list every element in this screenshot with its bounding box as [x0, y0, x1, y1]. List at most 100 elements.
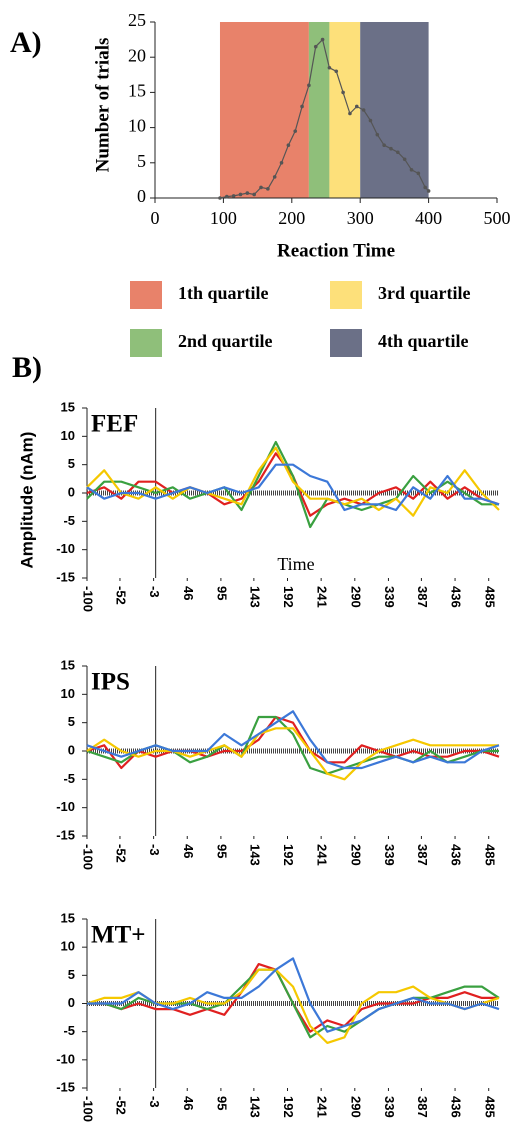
x-tick-label: -52	[114, 844, 129, 863]
point	[218, 196, 222, 200]
series-line	[86, 715, 500, 770]
x-tick-label: 339	[382, 844, 397, 866]
point	[354, 104, 359, 109]
point	[361, 108, 366, 112]
y-tick-label: -15	[56, 1079, 75, 1094]
point	[348, 111, 352, 116]
panel-title: IPS	[91, 669, 130, 696]
point	[426, 189, 431, 193]
y-tick-label: 20	[128, 45, 146, 65]
panel-label: B)	[12, 351, 42, 384]
point	[382, 143, 386, 147]
series-line	[86, 440, 499, 529]
x-tick-label: 339	[382, 586, 397, 608]
y-tick-label: 5	[137, 151, 146, 171]
x-tick-label: 95	[214, 1096, 229, 1110]
x-tick-label: 436	[449, 844, 464, 866]
series-line	[86, 727, 499, 781]
x-tick-label: 436	[449, 586, 464, 608]
series-line	[86, 446, 500, 517]
x-tick-label: 300	[347, 208, 374, 228]
x-tick-label: 485	[482, 1096, 497, 1118]
point	[375, 132, 380, 137]
point	[341, 90, 345, 95]
point	[327, 65, 332, 70]
y-tick-label: -5	[63, 771, 75, 786]
x-tick-label: 143	[247, 1096, 262, 1118]
point	[423, 185, 427, 190]
x-tick-label: -100	[81, 1096, 96, 1122]
legend-swatch	[330, 281, 362, 309]
point	[334, 69, 339, 74]
y-tick-label: -15	[56, 569, 75, 584]
point	[266, 187, 270, 191]
x-tick-label: 143	[247, 844, 262, 866]
point	[313, 44, 318, 49]
x-tick-label: 400	[415, 208, 442, 228]
point	[320, 37, 325, 42]
y-tick-label: 0	[68, 995, 75, 1010]
x-tick-label: 290	[348, 1096, 363, 1118]
y-tick-label: 5	[68, 967, 75, 982]
legend-label: 1th quartile	[178, 283, 269, 303]
series-line	[87, 957, 500, 1033]
point	[293, 129, 298, 133]
y-tick-label: -10	[56, 799, 75, 814]
point	[368, 118, 373, 123]
y-tick-label: 5	[68, 714, 75, 729]
x-tick-label: 241	[315, 586, 330, 608]
legend-label: 4th quartile	[378, 331, 469, 351]
y-tick-label: 10	[61, 428, 75, 443]
x-tick-label: 290	[348, 844, 363, 866]
point	[300, 104, 304, 109]
quartile-region	[329, 22, 361, 198]
x-tick-label: 200	[278, 208, 305, 228]
y-tick-label: 10	[128, 116, 146, 136]
x-tick-label: 192	[281, 1096, 296, 1118]
point	[396, 150, 400, 155]
x-tick-label: -52	[114, 1096, 129, 1115]
y-tick-label: 15	[128, 81, 146, 101]
x-axis-label: Reaction Time	[277, 240, 395, 261]
panel-title: FEF	[91, 411, 138, 438]
legend-label: 2nd quartile	[178, 331, 273, 351]
series-line	[86, 710, 500, 770]
x-tick-label: -100	[81, 586, 96, 612]
x-tick-label: 387	[415, 1096, 430, 1118]
y-tick-label: -15	[56, 827, 75, 842]
legend-swatch	[330, 329, 362, 357]
point	[389, 146, 393, 151]
x-tick-label: -3	[147, 1096, 162, 1108]
x-tick-label: 485	[482, 586, 497, 608]
x-tick-label: 241	[315, 844, 330, 866]
x-tick-label: 290	[348, 586, 363, 608]
point	[245, 191, 250, 195]
x-tick-label: 192	[281, 586, 296, 608]
x-tick-label: 192	[281, 844, 296, 866]
x-tick-label: 95	[214, 844, 229, 858]
x-tick-label: -3	[147, 844, 162, 856]
x-tick-label: 387	[415, 586, 430, 608]
point	[307, 83, 311, 88]
series-line	[86, 452, 500, 517]
x-tick-label: -52	[114, 586, 129, 605]
y-tick-label: 0	[68, 484, 75, 499]
point	[279, 161, 284, 165]
quartile-region	[360, 22, 429, 198]
y-tick-label: 0	[137, 186, 146, 206]
y-tick-label: 5	[68, 456, 75, 471]
y-tick-label: 10	[61, 686, 75, 701]
y-axis-label: Number of trials	[92, 38, 113, 173]
x-tick-label: 100	[210, 208, 237, 228]
x-tick-label: 339	[382, 1096, 397, 1118]
panel-label: A)	[10, 26, 42, 59]
x-tick-label: 46	[181, 586, 196, 600]
x-tick-label: 485	[482, 844, 497, 866]
y-tick-label: 0	[68, 742, 75, 757]
x-tick-label: 46	[181, 1096, 196, 1110]
y-tick-label: 15	[61, 910, 75, 925]
y-axis-label: Amplitude (nAm)	[17, 432, 36, 569]
x-tick-label: 95	[214, 586, 229, 600]
y-tick-label: -10	[56, 541, 75, 556]
